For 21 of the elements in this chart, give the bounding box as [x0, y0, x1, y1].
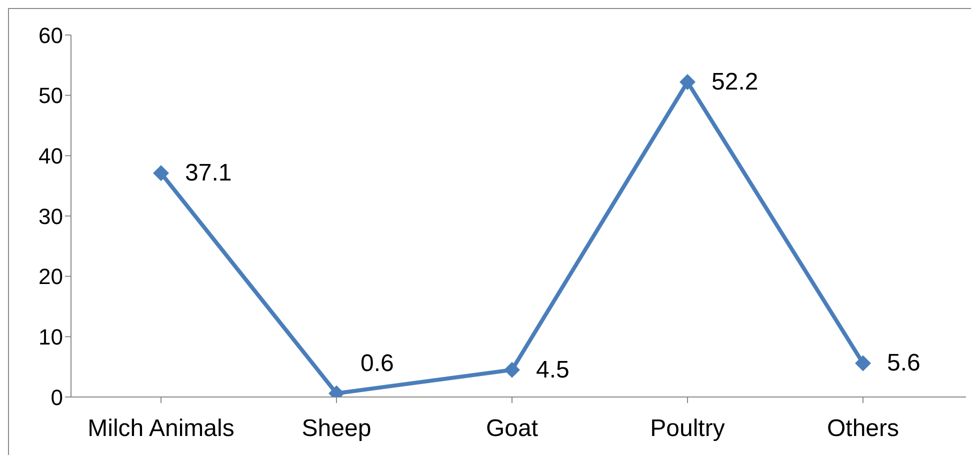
point — [855, 355, 871, 372]
point — [153, 165, 169, 182]
data-label: 0.6 — [360, 350, 394, 377]
y-tick-label: 0 — [50, 384, 63, 410]
y-tick-label: 10 — [38, 324, 63, 350]
data-label: 5.6 — [887, 350, 920, 377]
y-tick-label: 50 — [38, 83, 63, 108]
y-tick-label: 20 — [38, 264, 63, 290]
y-tick-label: 40 — [38, 143, 63, 168]
x-tick-label: Others — [826, 415, 900, 442]
y-tick-label: 30 — [38, 204, 63, 229]
data-label: 52.2 — [712, 68, 758, 96]
x-tick-label: Sheep — [302, 415, 372, 442]
data-label: 37.1 — [185, 160, 232, 187]
x-tick-label: Milch Animals — [88, 415, 234, 442]
x-tick-label: Poultry — [650, 415, 725, 442]
y-tick-label: 60 — [38, 22, 63, 48]
x-tick-label: Goat — [486, 415, 538, 442]
point — [680, 74, 696, 90]
point — [504, 362, 520, 378]
data-label: 4.5 — [536, 356, 570, 384]
